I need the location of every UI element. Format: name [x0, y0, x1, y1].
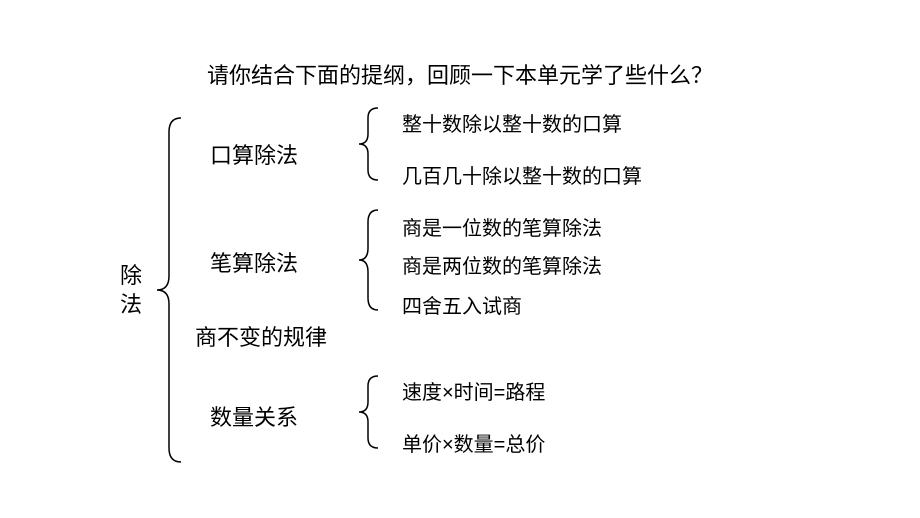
branch-label-b2: 笔算除法: [210, 246, 298, 278]
branch-brace-b4: [358, 376, 378, 448]
branch-brace-b1: [358, 108, 378, 180]
leaf-b2-1: 商是两位数的笔算除法: [402, 250, 602, 279]
leaf-b4-0: 速度×时间=路程: [402, 376, 545, 405]
branch-label-b1: 口算除法: [210, 138, 298, 170]
root-label: 除法: [119, 262, 143, 319]
branch-label-b3: 商不变的规律: [195, 320, 327, 352]
leaf-b4-1: 单价×数量=总价: [402, 428, 545, 457]
branch-label-b4: 数量关系: [210, 400, 298, 432]
leaf-b1-1: 几百几十除以整十数的口算: [402, 160, 642, 189]
leaf-b2-0: 商是一位数的笔算除法: [402, 212, 602, 241]
leaf-b1-0: 整十数除以整十数的口算: [402, 108, 622, 137]
branch-brace-b2: [358, 210, 378, 310]
root-brace: [157, 118, 181, 462]
leaf-b2-2: 四舍五入试商: [402, 290, 522, 319]
page-title: 请你结合下面的提纲，回顾一下本单元学了些什么？: [207, 58, 713, 90]
